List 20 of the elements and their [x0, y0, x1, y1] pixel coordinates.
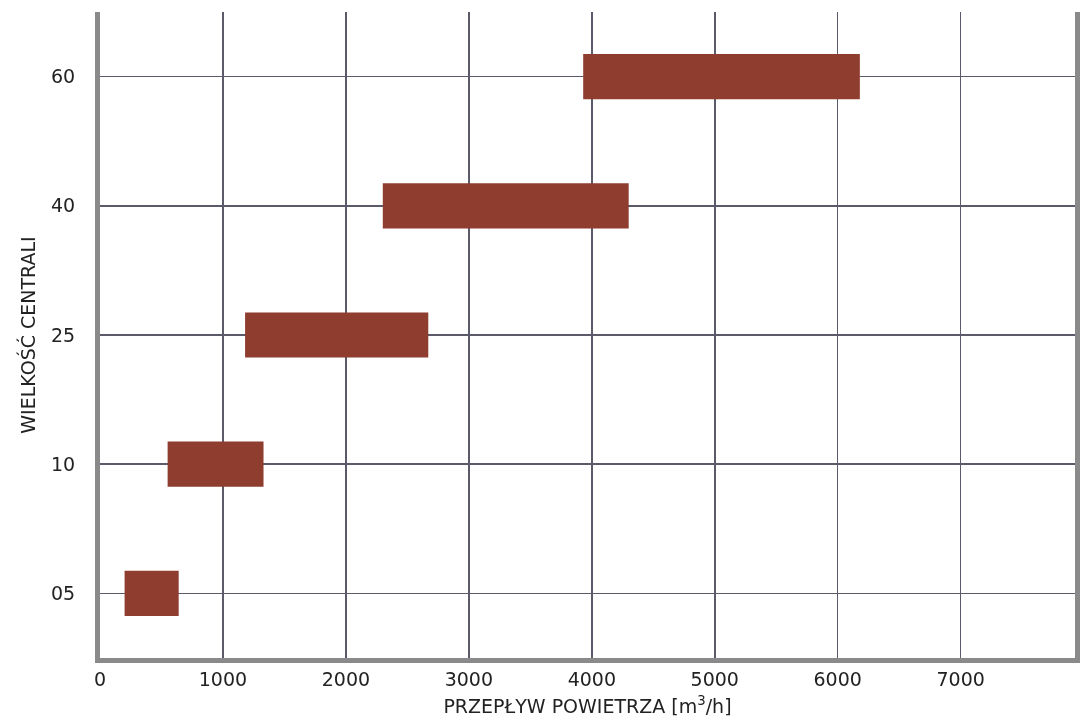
x-tick-label: 0 [93, 667, 107, 690]
x-tick-label: 7000 [936, 667, 985, 690]
y-tick-label: 60 [51, 65, 76, 88]
y-axis-title: WIELKOŚĆ CENTRALI [15, 236, 39, 434]
x-tick-label: 4000 [567, 667, 616, 690]
x-tick-label: 1000 [198, 667, 248, 690]
x-tick-label: 2000 [321, 667, 371, 690]
x-tick-label: 5000 [690, 667, 739, 690]
y-tick-label: 25 [51, 323, 76, 346]
x-tick-label: 6000 [813, 667, 862, 690]
bar [245, 312, 429, 358]
bar [167, 441, 264, 487]
y-tick-label: 40 [51, 194, 76, 217]
x-tick-label: 3000 [444, 667, 494, 690]
bar [124, 570, 179, 617]
y-tick-label: 05 [51, 582, 76, 605]
y-tick-label: 10 [51, 452, 76, 475]
bar [583, 53, 860, 100]
bar [382, 183, 629, 229]
x-axis-title: PRZEPŁYW POWIETRZA [m$^{3}$/h] [443, 692, 732, 717]
